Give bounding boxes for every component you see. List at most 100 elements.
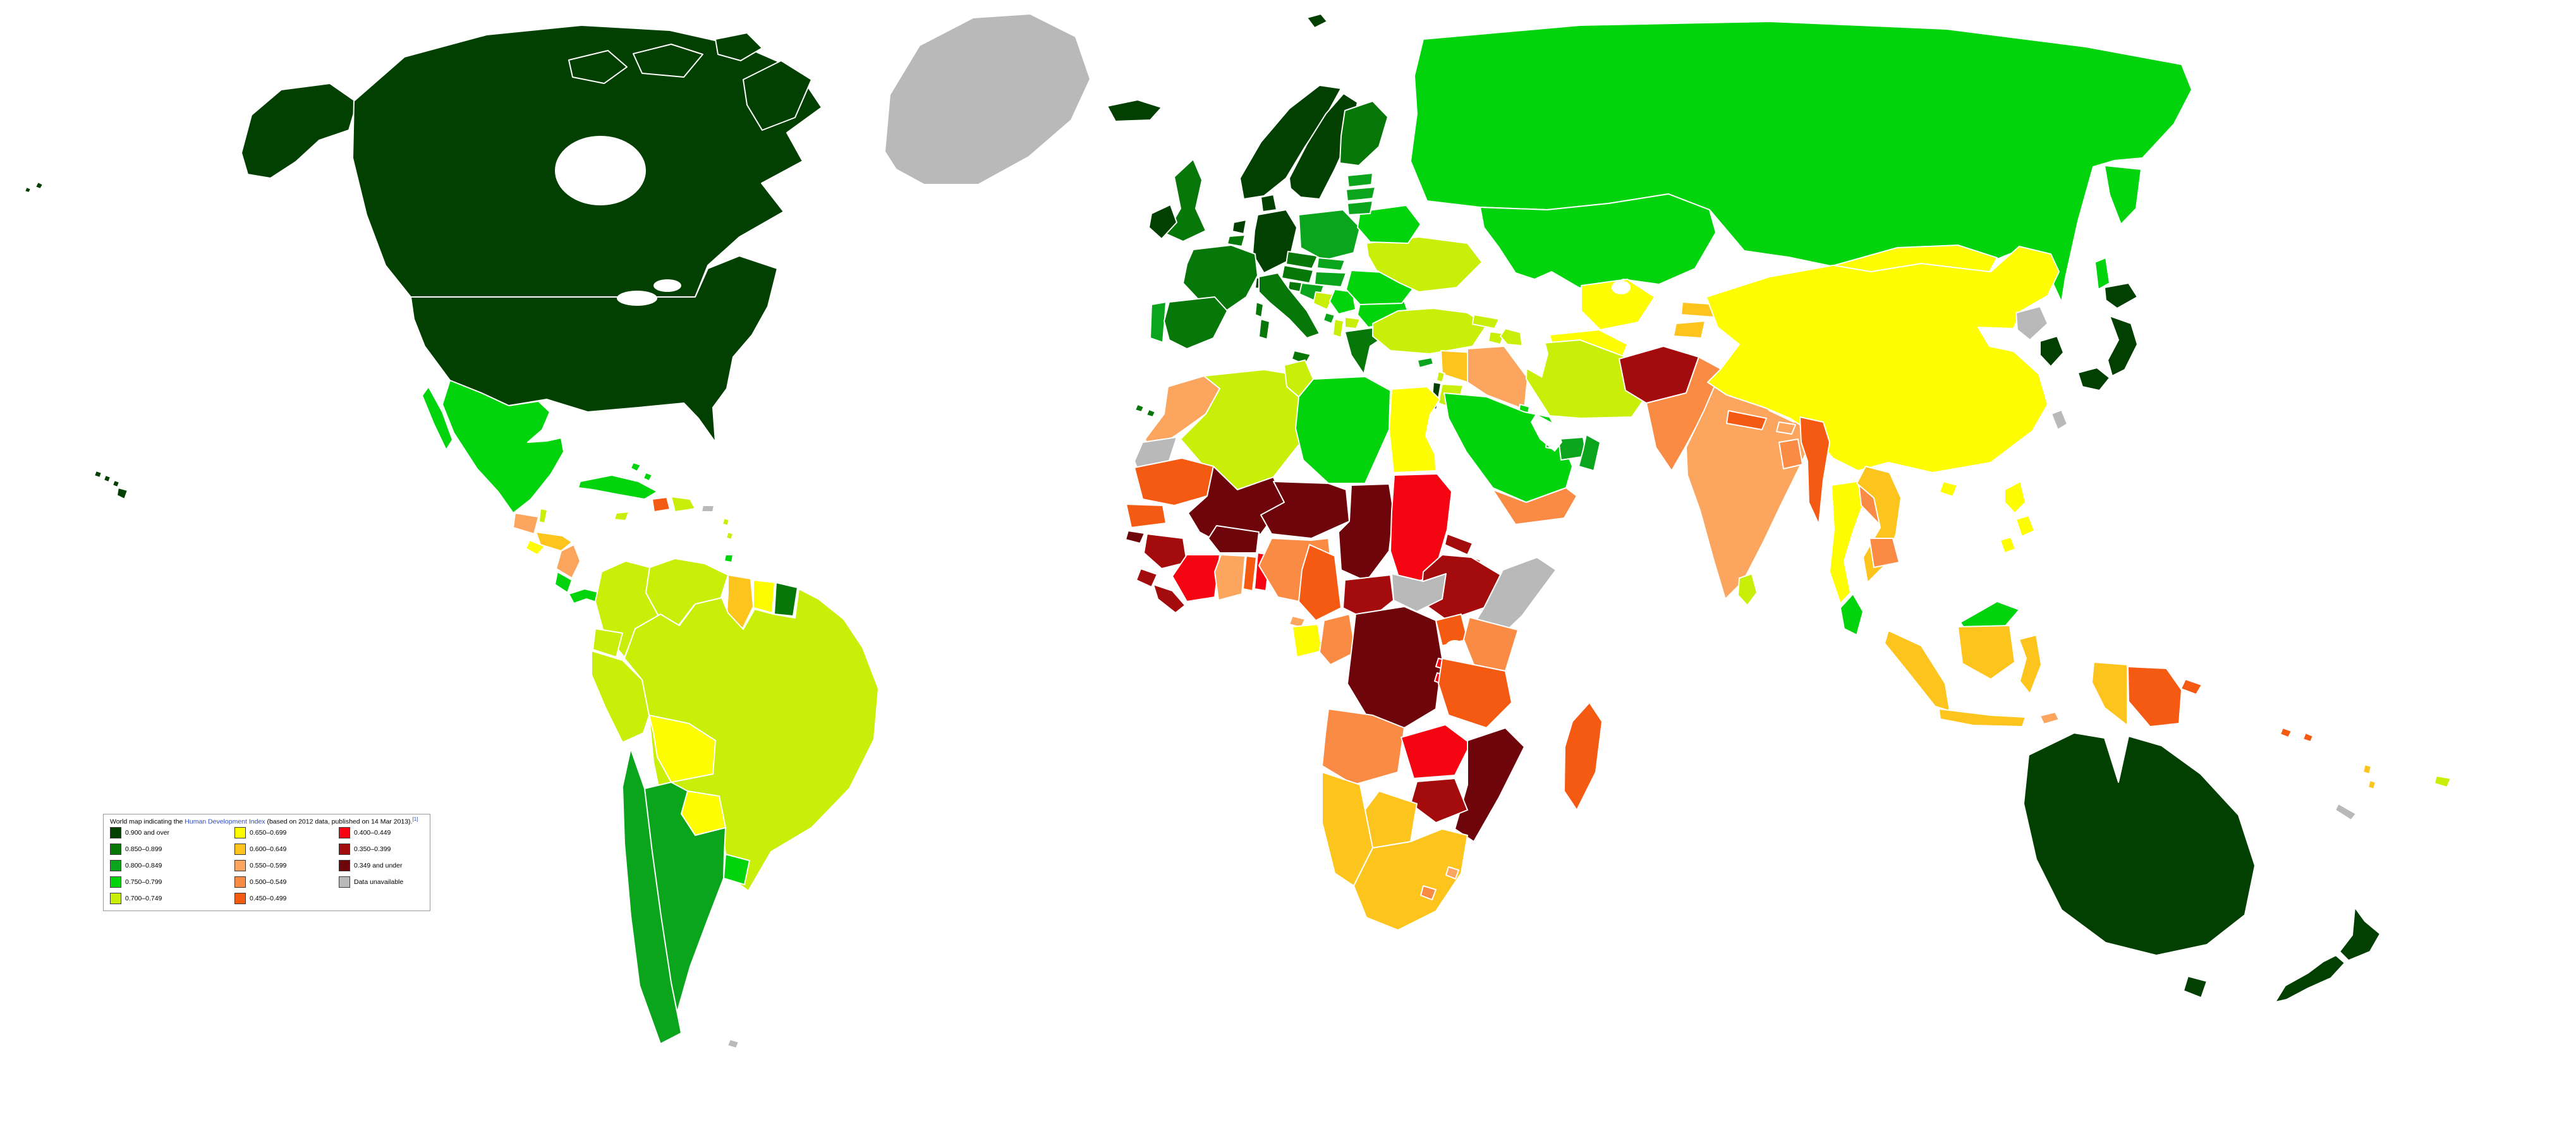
region-libya bbox=[1295, 376, 1391, 484]
legend-swatch bbox=[110, 893, 121, 904]
persian-gulf bbox=[1531, 414, 1562, 452]
region-togo bbox=[1242, 555, 1257, 591]
legend-swatch bbox=[339, 876, 350, 888]
hudson-bay bbox=[555, 136, 646, 205]
region-macedonia bbox=[1344, 317, 1361, 329]
region-baja-california bbox=[422, 386, 453, 451]
region-dominican-republic bbox=[671, 496, 696, 512]
region-solomon-islands bbox=[2280, 727, 2292, 738]
region-north-korea bbox=[2015, 306, 2048, 341]
region-niger bbox=[1260, 481, 1350, 539]
region-sri-lanka bbox=[1737, 573, 1758, 606]
region-taiwan bbox=[2051, 409, 2068, 430]
region-albania bbox=[1332, 318, 1344, 338]
region-vanuatu bbox=[2362, 764, 2372, 775]
region-hawaii bbox=[116, 487, 128, 500]
region-zambia bbox=[1400, 724, 1471, 779]
region-indonesia-java bbox=[1938, 708, 2026, 727]
legend-item: 0.800–0.849 bbox=[110, 860, 169, 871]
region-lithuania bbox=[1347, 200, 1373, 215]
lake-victoria bbox=[1445, 640, 1465, 656]
legend-item: 0.900 and over bbox=[110, 827, 169, 838]
region-peru bbox=[591, 650, 650, 743]
region-bolivia bbox=[648, 715, 716, 783]
region-alaska bbox=[241, 83, 358, 179]
legend-swatch bbox=[110, 876, 121, 888]
legend-item: 0.850–0.899 bbox=[110, 844, 169, 855]
region-madagascar bbox=[1564, 702, 1603, 811]
great-lakes bbox=[653, 279, 681, 292]
region-cuba bbox=[578, 475, 658, 500]
region-georgia bbox=[1472, 314, 1500, 329]
region-belarus bbox=[1357, 205, 1421, 244]
region-japan-hokkaido bbox=[2104, 282, 2138, 309]
region-latvia bbox=[1346, 186, 1376, 202]
region-honduras bbox=[535, 531, 573, 552]
legend-label: 0.650–0.699 bbox=[250, 829, 287, 837]
legend-label: 0.400–0.449 bbox=[354, 829, 391, 837]
region-costa-rica bbox=[554, 571, 573, 593]
region-hawaii bbox=[112, 480, 120, 488]
legend-title: World map indicating the Human Developme… bbox=[110, 816, 418, 826]
aral-sea bbox=[1612, 281, 1631, 294]
region-germany bbox=[1252, 209, 1297, 274]
region-trinidad bbox=[724, 554, 734, 563]
region-fiji bbox=[2434, 775, 2451, 788]
region-portugal bbox=[1150, 301, 1167, 343]
region-new-caledonia bbox=[2335, 803, 2357, 821]
great-lakes bbox=[617, 291, 657, 306]
region-mexico bbox=[442, 380, 564, 514]
region-indonesia-kalimantan bbox=[1957, 625, 2015, 680]
region-aleutians bbox=[24, 186, 32, 193]
region-philippines bbox=[2015, 515, 2035, 537]
region-south-africa bbox=[1353, 828, 1468, 931]
region-baffin-island bbox=[743, 60, 812, 131]
region-belize bbox=[538, 508, 548, 524]
legend-label: 0.349 and under bbox=[354, 862, 403, 869]
region-turkey bbox=[1372, 308, 1487, 354]
region-mozambique bbox=[1454, 727, 1525, 842]
legend-item: 0.550–0.599 bbox=[234, 860, 286, 871]
caspian-sea bbox=[1514, 273, 1548, 378]
region-yemen bbox=[1492, 487, 1577, 525]
legend-swatch bbox=[339, 860, 350, 871]
region-tanzania bbox=[1438, 658, 1512, 729]
legend-item: 0.600–0.649 bbox=[234, 844, 286, 855]
region-indonesia-sulawesi bbox=[2019, 634, 2042, 694]
reference-1-link[interactable]: [1] bbox=[412, 816, 418, 822]
region-spain bbox=[1163, 296, 1228, 349]
region-lesser-antilles bbox=[726, 531, 734, 540]
region-eritrea bbox=[1444, 533, 1473, 555]
region-hainan bbox=[1939, 481, 1958, 497]
hdi-link[interactable]: Human Development Index bbox=[185, 818, 265, 826]
legend-item: 0.500–0.549 bbox=[234, 876, 286, 888]
legend-column-2: 0.650–0.699 0.600–0.649 0.550–0.599 0.50… bbox=[234, 827, 286, 909]
region-ukraine bbox=[1366, 236, 1483, 293]
legend-swatch bbox=[339, 827, 350, 838]
region-liberia bbox=[1153, 584, 1186, 614]
red-sea bbox=[1425, 414, 1493, 534]
region-tasmania bbox=[2183, 976, 2208, 998]
region-canada-arctic-island bbox=[633, 44, 703, 78]
legend-column-3: 0.400–0.449 0.350–0.399 0.349 and under … bbox=[339, 827, 403, 893]
region-malaysia-peninsula bbox=[1840, 593, 1864, 636]
region-aleutians bbox=[35, 181, 44, 190]
region-indonesia-papua bbox=[2091, 662, 2128, 726]
region-svalbard bbox=[1306, 13, 1328, 28]
region-ecuador bbox=[592, 628, 623, 658]
region-sakhalin bbox=[2094, 257, 2110, 290]
region-japan-kyushu bbox=[2077, 367, 2110, 391]
region-denmark bbox=[1260, 194, 1277, 212]
legend-label: 0.900 and over bbox=[125, 829, 170, 837]
region-haiti bbox=[652, 497, 671, 512]
region-oman bbox=[1578, 434, 1601, 471]
region-philippines bbox=[2000, 536, 2016, 553]
legend-label: 0.550–0.599 bbox=[250, 862, 287, 869]
region-indonesia-sumatra bbox=[1884, 630, 1950, 711]
legend-swatch bbox=[339, 844, 350, 855]
region-kamchatka bbox=[2104, 165, 2142, 225]
region-australia bbox=[2023, 732, 2256, 956]
region-burkina-faso bbox=[1208, 525, 1260, 553]
reference-superscript: [1] bbox=[412, 816, 418, 822]
